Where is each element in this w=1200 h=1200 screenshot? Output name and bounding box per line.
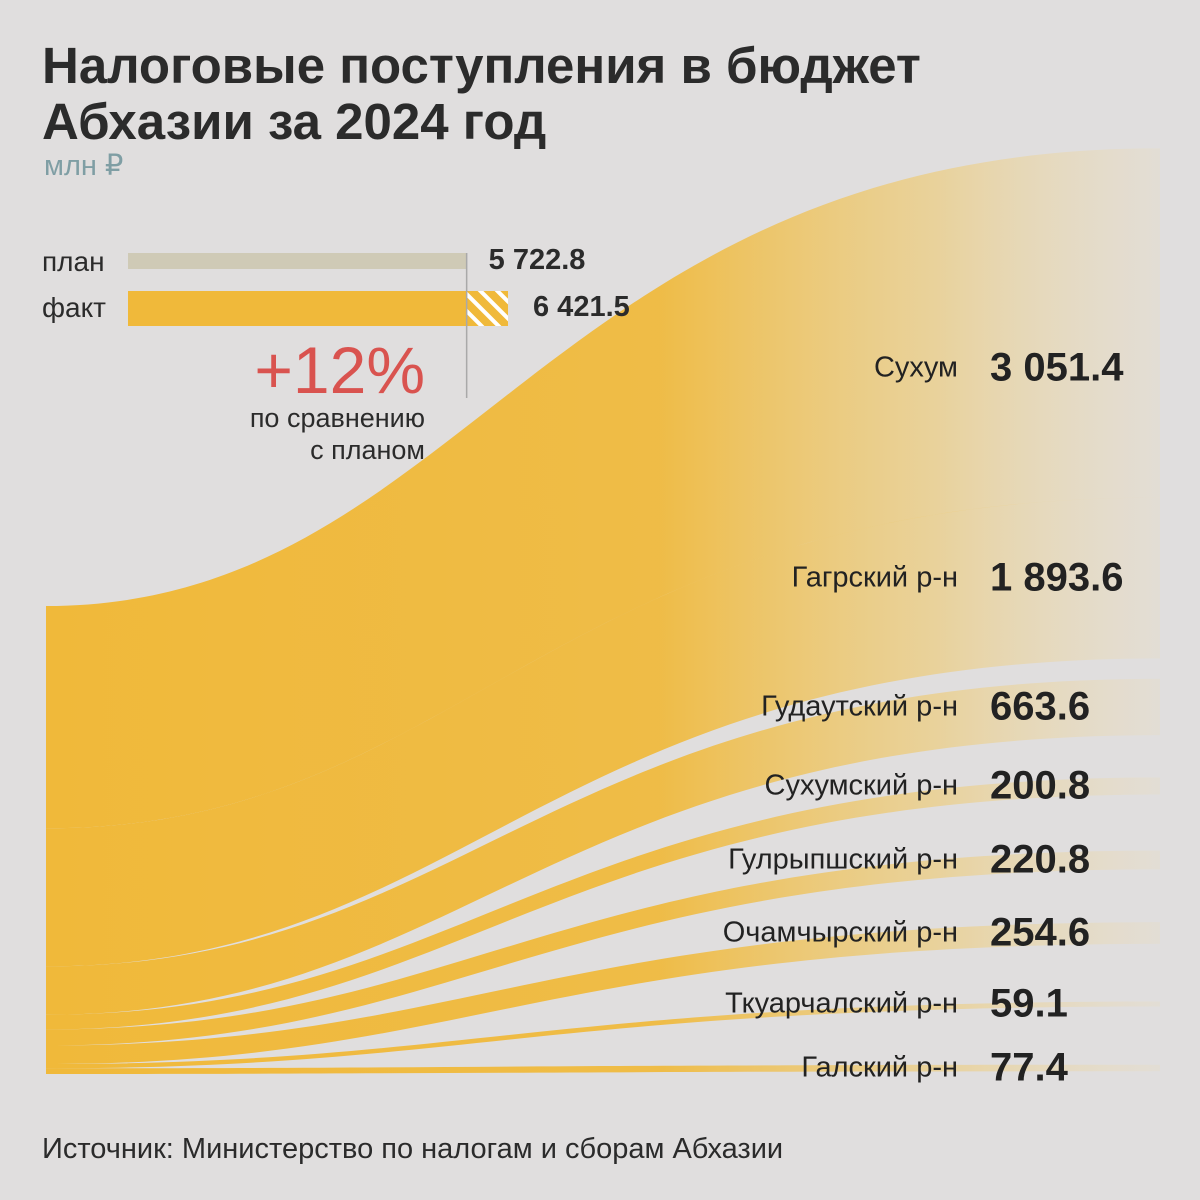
plan-fact-bars bbox=[128, 253, 508, 398]
source-note: Источник: Министерство по налогам и сбор… bbox=[42, 1133, 784, 1165]
flow-bands bbox=[46, 148, 1160, 1074]
region-value: 3 051.4 bbox=[990, 345, 1124, 390]
chart-title-line-2: Абхазии за 2024 год bbox=[42, 93, 547, 150]
fact-value: 6 421.5 bbox=[533, 291, 630, 323]
region-value: 254.6 bbox=[990, 910, 1091, 955]
percent-over-plan: +12% bbox=[254, 333, 425, 407]
region-value: 200.8 bbox=[990, 763, 1091, 808]
percent-note-line-1: по сравнению bbox=[249, 403, 425, 433]
chart-title-line-1: Налоговые поступления в бюджет bbox=[42, 37, 921, 94]
plan-value: 5 722.8 bbox=[488, 244, 586, 276]
region-name: Гудаутский р-н bbox=[761, 690, 958, 723]
plan-label: план bbox=[42, 246, 105, 277]
flow-band-2 bbox=[46, 497, 1160, 967]
region-value: 663.6 bbox=[990, 684, 1091, 729]
region-name: Галский р-н bbox=[801, 1051, 958, 1084]
unit-label: млн ₽ bbox=[44, 150, 124, 182]
region-value: 1 893.6 bbox=[990, 555, 1124, 600]
region-name: Сухумский р-н bbox=[764, 769, 959, 802]
flow-band-3 bbox=[46, 678, 1160, 1015]
flow-band-5 bbox=[46, 850, 1160, 1046]
region-name: Гагрский р-н bbox=[791, 561, 958, 594]
region-name: Гулрыпшский р-н bbox=[728, 843, 958, 876]
region-name: Очамчырский р-н bbox=[722, 916, 958, 949]
region-value: 59.1 bbox=[990, 981, 1068, 1026]
chart-title: Налоговые поступления в бюджет Абхазии з… bbox=[42, 38, 1042, 150]
percent-note: по сравнению с планом bbox=[150, 402, 425, 466]
flow-band-8 bbox=[46, 1064, 1160, 1074]
fact-excess-hatch bbox=[466, 291, 508, 326]
region-name: Ткуарчалский р-н bbox=[725, 987, 958, 1020]
region-value: 77.4 bbox=[990, 1045, 1068, 1090]
fact-bar bbox=[128, 291, 467, 326]
fact-label: факт bbox=[42, 292, 106, 323]
plan-bar bbox=[128, 253, 467, 269]
flow-band-6 bbox=[46, 922, 1160, 1065]
region-value: 220.8 bbox=[990, 837, 1091, 882]
percent-note-line-2: с планом bbox=[310, 435, 425, 465]
flow-band-1 bbox=[46, 148, 1160, 829]
region-name: Сухум bbox=[873, 351, 958, 384]
